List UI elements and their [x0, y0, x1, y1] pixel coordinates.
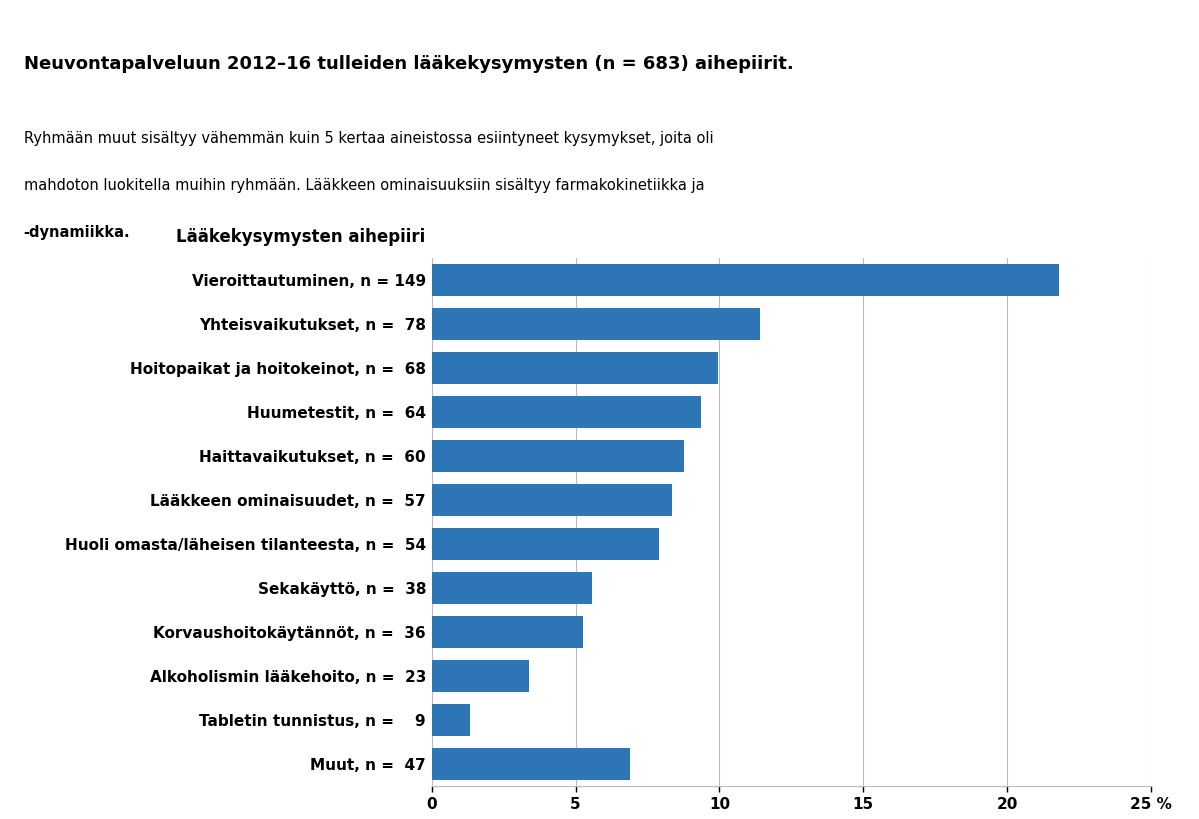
- Text: Lääkekysymysten aihepiiri: Lääkekysymysten aihepiiri: [176, 228, 426, 246]
- Text: Neuvontapalveluun 2012–16 tulleiden lääkekysymysten (n = 683) aihepiirit.: Neuvontapalveluun 2012–16 tulleiden lääk…: [24, 56, 794, 73]
- Text: -dynamiikka.: -dynamiikka.: [24, 225, 131, 240]
- Bar: [432, 484, 671, 516]
- Bar: [432, 265, 1060, 296]
- Text: KUVIO 2.: KUVIO 2.: [14, 16, 104, 34]
- Bar: [432, 617, 584, 648]
- Bar: [432, 572, 592, 604]
- Text: Ryhmään muut sisältyy vähemmän kuin 5 kertaa aineistossa esiintyneet kysymykset,: Ryhmään muut sisältyy vähemmän kuin 5 ke…: [24, 131, 713, 146]
- Bar: [432, 396, 701, 428]
- Bar: [432, 528, 659, 560]
- Bar: [432, 704, 470, 736]
- Bar: [432, 441, 685, 472]
- Bar: [432, 308, 760, 340]
- Text: mahdoton luokitella muihin ryhmään. Lääkkeen ominaisuuksiin sisältyy farmakokine: mahdoton luokitella muihin ryhmään. Lääk…: [24, 179, 704, 193]
- Bar: [432, 352, 718, 384]
- Bar: [432, 660, 529, 692]
- Bar: [432, 749, 629, 780]
